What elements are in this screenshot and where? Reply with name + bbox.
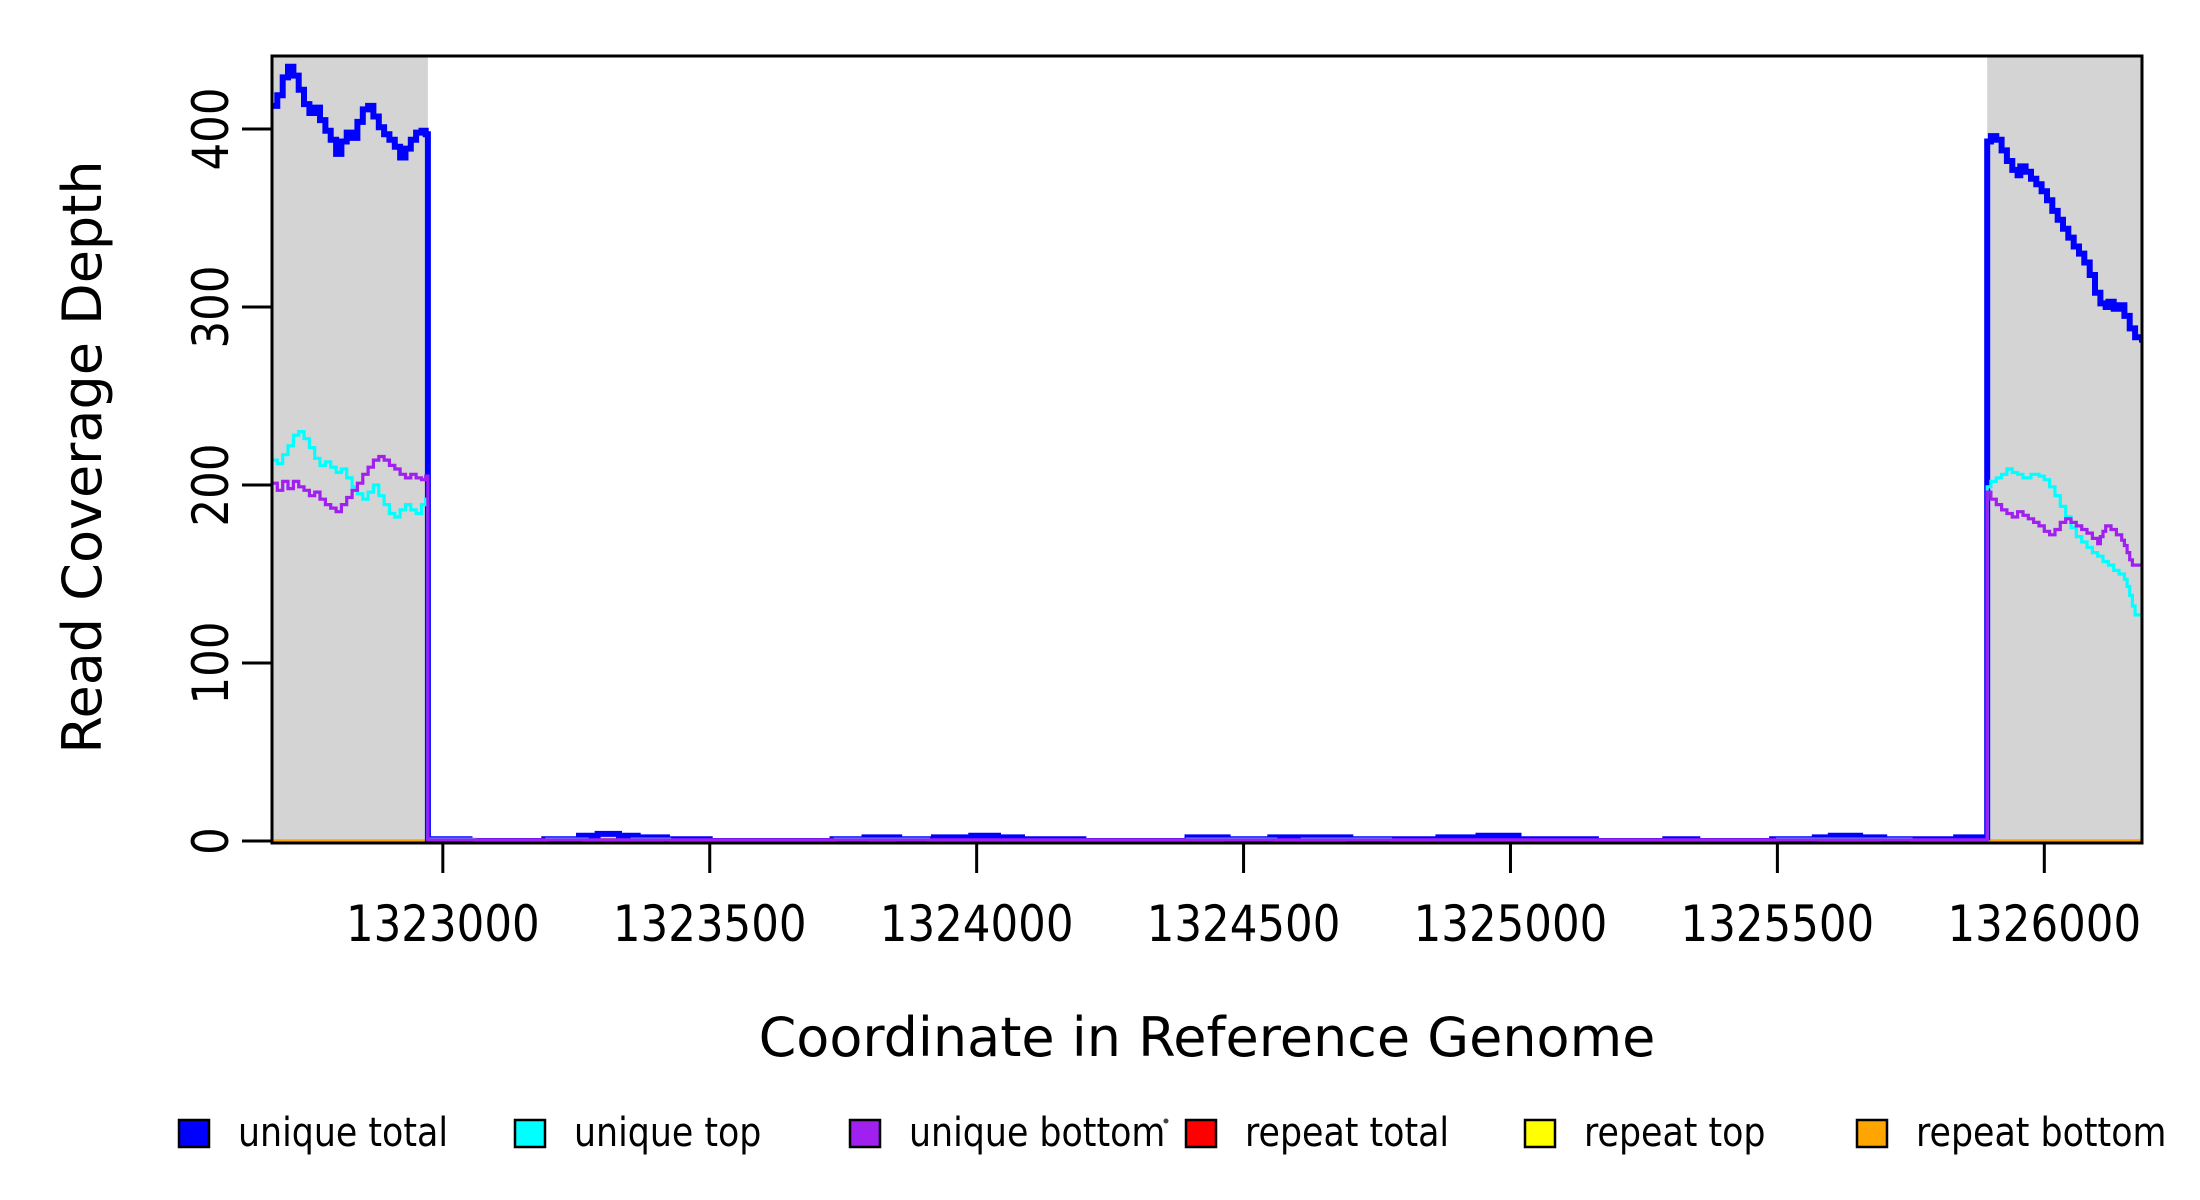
legend-item-unique-top: unique top [513, 1110, 761, 1156]
legend-item-unique-bottom: unique bottom [848, 1110, 1165, 1156]
y-axis: 0 100 200 300 400 [182, 88, 272, 855]
legend-swatch-unique-total [177, 1118, 211, 1149]
legend-item-unique-total: unique total [177, 1110, 448, 1156]
legend-item-repeat-bottom: repeat bottom [1855, 1110, 2166, 1156]
legend: unique total unique top unique bottom repea… [177, 1110, 2166, 1156]
legend-label: unique total [238, 1110, 448, 1156]
shaded-region-right-flank [1987, 56, 2142, 843]
series-layer [272, 63, 2143, 844]
x-axis-title: Coordinate in Reference Genome [759, 1006, 1656, 1069]
legend-label: unique bottom [909, 1110, 1165, 1156]
legend-swatch-repeat-total [1184, 1118, 1218, 1149]
y-tick-label: 400 [182, 88, 240, 171]
plot-border [270, 54, 2144, 845]
legend-swatch-unique-top [513, 1118, 547, 1149]
x-tick-label: 1324000 [880, 895, 1074, 953]
legend-item-repeat-top: repeat top [1523, 1110, 1766, 1156]
legend-label: repeat bottom [1916, 1110, 2166, 1156]
y-tick-label: 0 [182, 827, 240, 855]
y-tick-label: 300 [182, 266, 240, 349]
x-tick-label: 1323000 [346, 895, 540, 953]
legend-label: repeat top [1584, 1110, 1766, 1156]
legend-label: repeat total [1245, 1110, 1449, 1156]
series-line-unique-bottom [272, 454, 2143, 842]
x-tick-label: 1323500 [613, 895, 807, 953]
legend-swatch-repeat-bottom [1855, 1118, 1889, 1149]
stray-dot [1163, 1118, 1169, 1124]
legend-item-repeat-total: repeat total [1184, 1110, 1449, 1156]
x-tick-label: 1324500 [1147, 895, 1341, 953]
legend-swatch-unique-bottom [848, 1118, 882, 1149]
x-tick-label: 1325000 [1414, 895, 1608, 953]
x-tick-label: 1325500 [1681, 895, 1875, 953]
y-tick-label: 100 [182, 622, 240, 705]
x-axis: 1323000 1323500 1324000 1324500 1325000 13255… [346, 843, 2141, 953]
x-tick-label: 1326000 [1947, 895, 2141, 953]
legend-swatch-repeat-top [1523, 1118, 1557, 1149]
y-tick-label: 200 [182, 444, 240, 527]
legend-label: unique top [574, 1110, 761, 1156]
shaded-region-left-flank [272, 56, 428, 843]
y-axis-title: Read Coverage Depth [51, 160, 114, 753]
series-line-unique-total [272, 63, 2143, 844]
